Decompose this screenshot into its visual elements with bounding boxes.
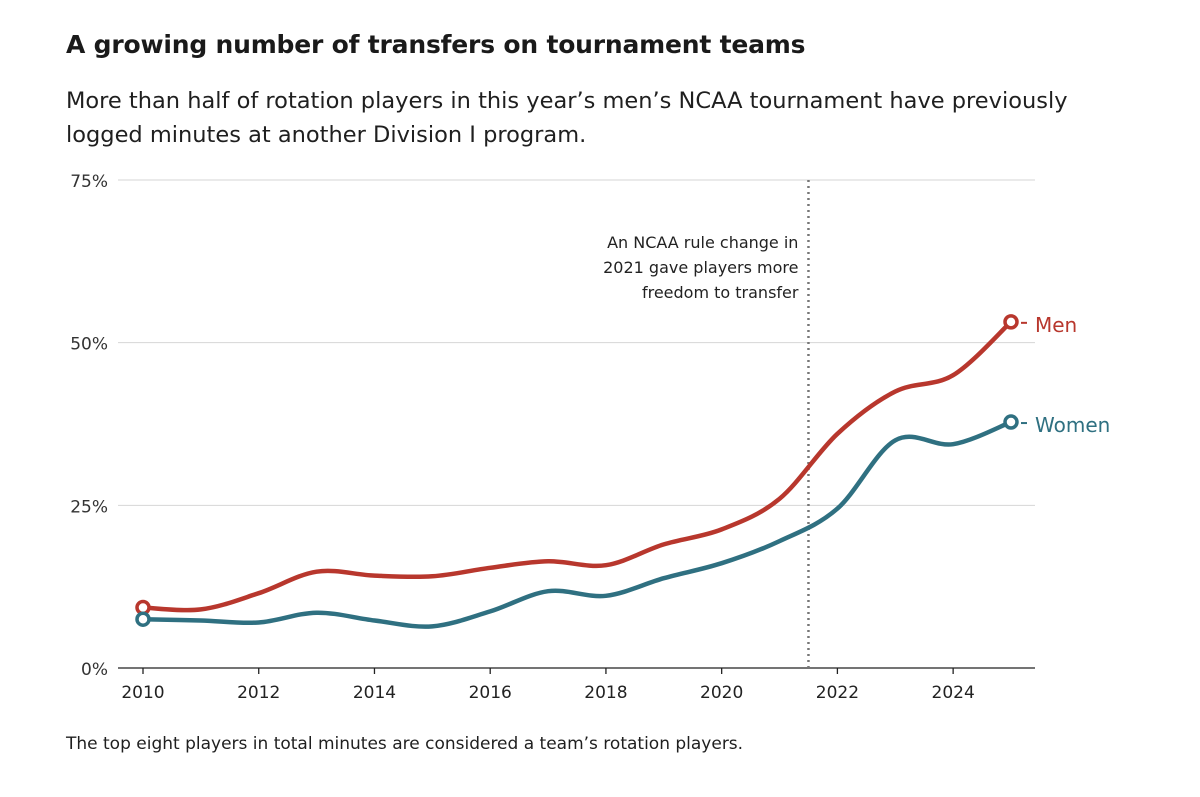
x-tick-label: 2020 (700, 683, 743, 703)
chart-title: A growing number of transfers on tournam… (66, 30, 806, 59)
women-line (140, 419, 1014, 629)
annotation-text-line: 2021 gave players more (603, 258, 798, 277)
chart-footnote: The top eight players in total minutes a… (66, 734, 744, 754)
men-end-point (1003, 314, 1019, 330)
men-series-label: Men (1035, 313, 1077, 337)
x-tick-label: 2022 (816, 683, 859, 703)
women-start-point (135, 611, 151, 627)
chart-subtitle: More than half of rotation players in th… (66, 88, 1068, 148)
women-series-label: Women (1035, 413, 1110, 437)
x-tick-label: 2018 (584, 683, 627, 703)
y-axis-tick-labels: 0% 25% 50% 75% (70, 172, 108, 680)
y-tick-label: 0% (81, 660, 108, 680)
x-tick-label: 2014 (353, 683, 396, 703)
x-tick-label: 2010 (121, 683, 164, 703)
men-line (140, 319, 1014, 613)
women-end-point (1003, 414, 1019, 430)
annotation-text-line: An NCAA rule change in (607, 233, 798, 252)
annotation-text-line: freedom to transfer (642, 283, 799, 302)
rule-change-annotation: An NCAA rule change in 2021 gave players … (603, 180, 810, 668)
series-lines (135, 314, 1019, 629)
x-axis: 2010 2012 2014 2016 2018 2020 2022 2024 (118, 667, 1035, 703)
x-tick-label: 2016 (469, 683, 512, 703)
x-tick-label: 2012 (237, 683, 280, 703)
y-tick-label: 50% (70, 335, 108, 355)
gridlines (118, 179, 1035, 506)
y-tick-label: 75% (70, 172, 108, 192)
y-tick-label: 25% (70, 497, 108, 517)
series-labels: Men Women (1021, 313, 1110, 437)
x-tick-label: 2024 (932, 683, 975, 703)
